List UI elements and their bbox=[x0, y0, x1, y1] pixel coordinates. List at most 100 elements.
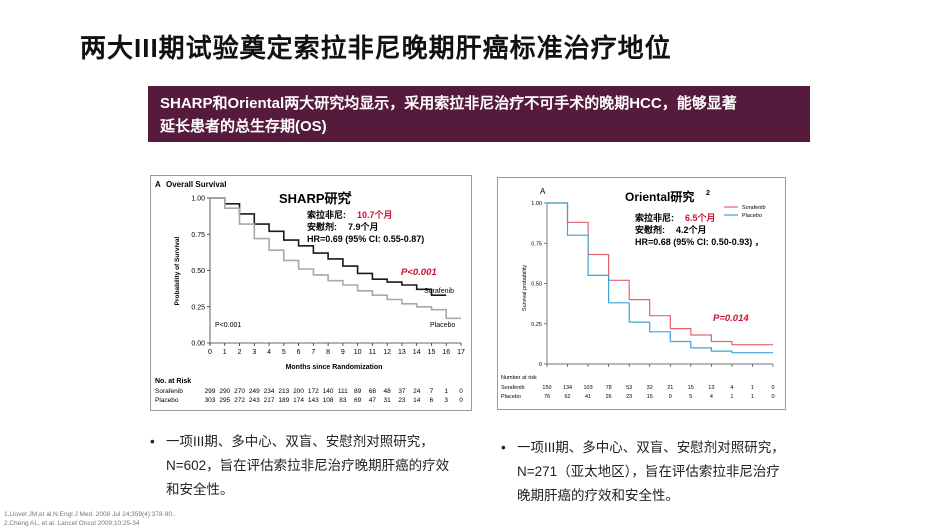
sharp-panel-label: A bbox=[155, 180, 161, 189]
oriental-risk-cell: 150 bbox=[542, 385, 551, 391]
sharp-risk-cell: 295 bbox=[219, 397, 230, 404]
sharp-risk-cell: 217 bbox=[264, 397, 275, 404]
oriental-series-sorafenib bbox=[547, 202, 773, 346]
sharp-x-tick-label: 5 bbox=[282, 349, 286, 356]
sharp-x-tick-label: 11 bbox=[369, 349, 376, 356]
sharp-risk-cell: 7 bbox=[430, 388, 434, 395]
oriental-lines bbox=[547, 202, 773, 354]
sharp-risk-cell: 68 bbox=[369, 388, 377, 395]
sharp-risk-title: No. at Risk bbox=[155, 378, 191, 385]
sharp-placebo-value: 7.9个月 bbox=[348, 221, 379, 232]
sharp-risk-cell: 213 bbox=[278, 388, 289, 395]
oriental-risk-cell: 15 bbox=[647, 394, 653, 400]
oriental-ylabel: Survival probability bbox=[522, 265, 528, 311]
sharp-risk-cell: 174 bbox=[293, 397, 304, 404]
sharp-risk-cell: 89 bbox=[354, 388, 362, 395]
oriental-risk-table: 150 134 103 78 53 32 21 15 13 4 1 076 62 41 26 23 15 9 5 4 1… bbox=[542, 385, 774, 400]
sharp-x-tick-label: 12 bbox=[383, 349, 391, 356]
oriental-y-tick-label: 1.00 bbox=[531, 201, 542, 207]
oriental-risk-cell: 9 bbox=[669, 394, 672, 400]
sharp-series-sorafenib bbox=[210, 197, 447, 296]
sharp-risk-cell: 14 bbox=[413, 397, 421, 404]
reference-2: 2.Cheng AL, et al. Lancet Oncol 2009;10:… bbox=[4, 520, 140, 527]
sharp-x-tick-label: 4 bbox=[267, 349, 271, 356]
sharp-x-tick-label: 14 bbox=[413, 349, 421, 356]
sharp-y-tick-label: 0.25 bbox=[191, 304, 205, 311]
oriental-risk-cell: 41 bbox=[585, 394, 591, 400]
oriental-description-line-2: N=271（亚太地区），旨在评估索拉非尼治疗 bbox=[517, 464, 780, 479]
sharp-study-title: SHARP研究 bbox=[279, 191, 351, 206]
sharp-risk-cell: 47 bbox=[369, 397, 377, 404]
oriental-series-placebo bbox=[547, 202, 773, 354]
sharp-axes: 0.000.250.500.751.000 1 2 3 4 5 6 7 8 9 10 11 12 13 14… bbox=[191, 196, 465, 357]
sharp-ylabel: Probability of Survival bbox=[174, 236, 181, 305]
sharp-x-tick-label: 6 bbox=[297, 349, 301, 356]
sharp-x-tick-label: 16 bbox=[442, 349, 450, 356]
banner-line-2: 延长患者的总生存期(OS) bbox=[160, 118, 327, 135]
sharp-x-tick-label: 3 bbox=[252, 349, 256, 356]
oriental-y-tick-label: 0.75 bbox=[531, 241, 542, 247]
sharp-risk-cell: 172 bbox=[308, 388, 319, 395]
sharp-risk-cell: 24 bbox=[413, 388, 421, 395]
sharp-risk-cell: 290 bbox=[219, 388, 230, 395]
oriental-risk-cell: 21 bbox=[667, 385, 673, 391]
oriental-panel-label: A bbox=[540, 187, 546, 196]
oriental-risk-cell: 4 bbox=[710, 394, 713, 400]
sharp-risk-cell: 143 bbox=[308, 397, 319, 404]
sharp-y-tick-label: 0.50 bbox=[191, 268, 205, 275]
sharp-sorafenib-value: 10.7个月 bbox=[357, 209, 393, 220]
summary-banner: SHARP和Oriental两大研究均显示，采用索拉非尼治疗不可手术的晚期HCC… bbox=[148, 86, 810, 142]
oriental-y-tick-label: 0 bbox=[539, 362, 542, 368]
sharp-pvalue-red: P<0.001 bbox=[401, 267, 437, 278]
sharp-risk-cell: 303 bbox=[205, 397, 216, 404]
sharp-x-tick-label: 17 bbox=[457, 349, 465, 356]
sharp-panel-title: Overall Survival bbox=[166, 180, 226, 189]
sharp-description-line-1: 一项III期、多中心、双盲、安慰剂对照研究， bbox=[166, 434, 434, 449]
oriental-description-line-3: 晚期肝癌的疗效和安全性。 bbox=[517, 488, 679, 503]
oriental-placebo-label: 安慰剂: bbox=[635, 224, 665, 235]
oriental-chart: A Oriental研究 2 Sorafenib Placebo 索拉非尼: 6… bbox=[501, 187, 775, 400]
sharp-risk-table: 299 290 270 249 234 213 200 172 140 111 89 68 48 37 24… bbox=[205, 388, 464, 404]
bullet-dot: • bbox=[150, 434, 155, 449]
sharp-chart: A Overall Survival SHARP研究 1 索拉非尼: 10.7个… bbox=[155, 180, 465, 404]
oriental-risk-row2-label: Placebo bbox=[501, 394, 521, 400]
oriental-risk-cell: 62 bbox=[564, 394, 570, 400]
oriental-y-tick-label: 0.25 bbox=[531, 322, 542, 328]
sharp-description: • 一项III期、多中心、双盲、安慰剂对照研究， N=602，旨在评估索拉非尼治… bbox=[150, 430, 466, 502]
oriental-risk-title: Number at risk bbox=[501, 375, 537, 381]
sharp-risk-cell: 6 bbox=[430, 397, 434, 404]
sharp-risk-cell: 3 bbox=[444, 397, 448, 404]
sharp-risk-cell: 23 bbox=[398, 397, 406, 404]
oriental-risk-cell: 1 bbox=[751, 394, 754, 400]
sharp-risk-cell: 234 bbox=[264, 388, 275, 395]
references: 1.Llovet JM,et al.N Engl J Med. 2008 Jul… bbox=[4, 510, 176, 528]
sharp-risk-cell: 111 bbox=[338, 388, 348, 395]
oriental-y-tick-label: 0.50 bbox=[531, 282, 542, 288]
oriental-risk-cell: 134 bbox=[563, 385, 572, 391]
slide-title: 两大III期试验奠定索拉非尼晚期肝癌标准治疗地位 bbox=[80, 33, 672, 63]
oriental-risk-cell: 5 bbox=[689, 394, 692, 400]
sharp-x-tick-label: 1 bbox=[223, 349, 227, 356]
oriental-legend-placebo: Placebo bbox=[742, 213, 762, 219]
sharp-risk-row2-label: Placebo bbox=[155, 397, 179, 404]
sharp-placebo-label: 安慰剂: bbox=[307, 221, 337, 232]
sharp-x-tick-label: 2 bbox=[238, 349, 242, 356]
oriental-legend-sorafenib: Sorafenib bbox=[742, 205, 766, 211]
sharp-x-tick-label: 7 bbox=[311, 349, 315, 356]
reference-1: 1.Llovet JM,et al.N Engl J Med. 2008 Jul… bbox=[4, 511, 176, 518]
sharp-risk-cell: 108 bbox=[323, 397, 334, 404]
oriental-risk-cell: 103 bbox=[583, 385, 592, 391]
oriental-risk-cell: 13 bbox=[708, 385, 714, 391]
sharp-lines bbox=[210, 197, 461, 320]
sharp-description-line-3: 和安全性。 bbox=[166, 482, 234, 497]
oriental-pvalue: P=0.014 bbox=[713, 313, 749, 324]
oriental-chart-panel: A Oriental研究 2 Sorafenib Placebo 索拉非尼: 6… bbox=[497, 177, 786, 410]
oriental-description-line-1: 一项III期、多中心、双盲、安慰剂对照研究， bbox=[517, 440, 785, 455]
sharp-sorafenib-label: 索拉非尼: bbox=[307, 209, 346, 220]
sharp-x-tick-label: 8 bbox=[326, 349, 330, 356]
sharp-chart-panel: A Overall Survival SHARP研究 1 索拉非尼: 10.7个… bbox=[150, 175, 472, 411]
sharp-risk-cell: 140 bbox=[323, 388, 334, 395]
oriental-risk-cell: 0 bbox=[771, 394, 774, 400]
oriental-risk-cell: 1 bbox=[730, 394, 733, 400]
oriental-description: • 一项III期、多中心、双盲、安慰剂对照研究， N=271（亚太地区），旨在评… bbox=[501, 436, 802, 508]
